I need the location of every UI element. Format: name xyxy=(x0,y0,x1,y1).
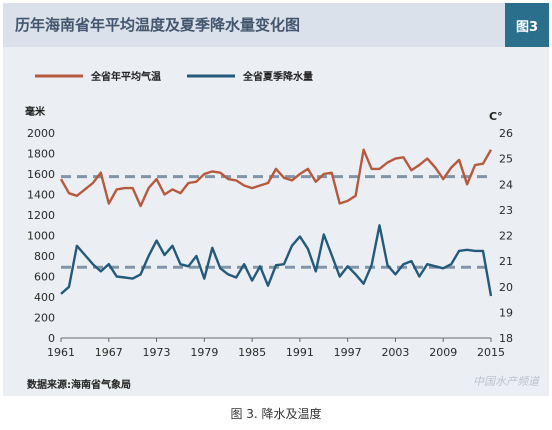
left-tick-label: 800 xyxy=(34,250,55,263)
left-tick-label: 1800 xyxy=(27,148,55,161)
title-bar: 历年海南省年平均温度及夏季降水量变化图 图3 xyxy=(3,3,549,47)
right-tick-label: 22 xyxy=(499,230,513,243)
chart-canvas: 全省年平均气温 全省夏季降水量 毫米 C° 0 200 400 600 800 1000 1… xyxy=(25,70,513,359)
right-tick-label: 26 xyxy=(499,127,513,140)
left-tick-label: 1200 xyxy=(27,209,55,222)
right-tick-label: 21 xyxy=(499,255,513,268)
x-tick-label: 1961 xyxy=(47,346,75,359)
x-tick-label: 1985 xyxy=(238,346,266,359)
left-tick-label: 2000 xyxy=(27,127,55,140)
x-tick-label: 1991 xyxy=(286,346,314,359)
left-tick-label: 400 xyxy=(34,291,55,304)
right-tick-label: 25 xyxy=(499,153,513,166)
right-tick-label: 19 xyxy=(499,306,513,319)
legend-label-precipitation: 全省夏季降水量 xyxy=(242,70,313,83)
right-tick-label: 23 xyxy=(499,204,513,217)
right-tick-label: 18 xyxy=(499,332,513,345)
left-tick-label: 1600 xyxy=(27,168,55,181)
x-tick-label: 2009 xyxy=(429,346,457,359)
left-tick-label: 600 xyxy=(34,271,55,284)
left-tick-label: 1000 xyxy=(27,230,55,243)
right-axis-unit-label: C° xyxy=(489,110,503,123)
x-tick-label: 1967 xyxy=(95,346,123,359)
chart-title: 历年海南省年平均温度及夏季降水量变化图 xyxy=(15,16,301,34)
left-tick-label: 1400 xyxy=(27,189,55,202)
temperature-series-line xyxy=(59,148,493,208)
left-axis-unit-label: 毫米 xyxy=(25,105,46,118)
left-axis-ticks: 0 200 400 600 800 1000 1200 1400 1600 1800 2000 xyxy=(27,127,55,345)
average-lines xyxy=(61,175,491,269)
figure-badge: 图3 xyxy=(505,3,549,47)
chart-figure: 历年海南省年平均温度及夏季降水量变化图 图3 全省年平均气温 全省夏季降水量 毫… xyxy=(3,3,549,396)
left-tick-label: 200 xyxy=(34,312,55,325)
legend: 全省年平均气温 全省夏季降水量 xyxy=(35,70,313,83)
x-tick-label: 1997 xyxy=(334,346,362,359)
x-tick-label: 2003 xyxy=(381,346,409,359)
right-tick-label: 24 xyxy=(499,178,513,191)
x-tick-label: 2015 xyxy=(477,346,505,359)
figure-caption: 图 3. 降水及温度 xyxy=(230,407,322,421)
series-lines xyxy=(59,148,493,297)
left-tick-label: 0 xyxy=(48,332,55,345)
legend-label-temperature: 全省年平均气温 xyxy=(90,70,161,83)
precipitation-series-line xyxy=(60,224,493,297)
x-tick-label: 1973 xyxy=(143,346,171,359)
right-tick-label: 20 xyxy=(499,281,513,294)
watermark-logo: 中国水产频道 xyxy=(473,375,539,388)
data-source-note: 数据来源:海南省气象局 xyxy=(27,380,131,391)
x-tick-label: 1979 xyxy=(190,346,218,359)
right-axis-ticks: 18 19 20 21 22 23 24 25 26 xyxy=(499,127,513,345)
x-axis-ticks: 1961 1967 1973 1979 1985 1991 1997 2003 2009 2015 xyxy=(47,338,505,359)
